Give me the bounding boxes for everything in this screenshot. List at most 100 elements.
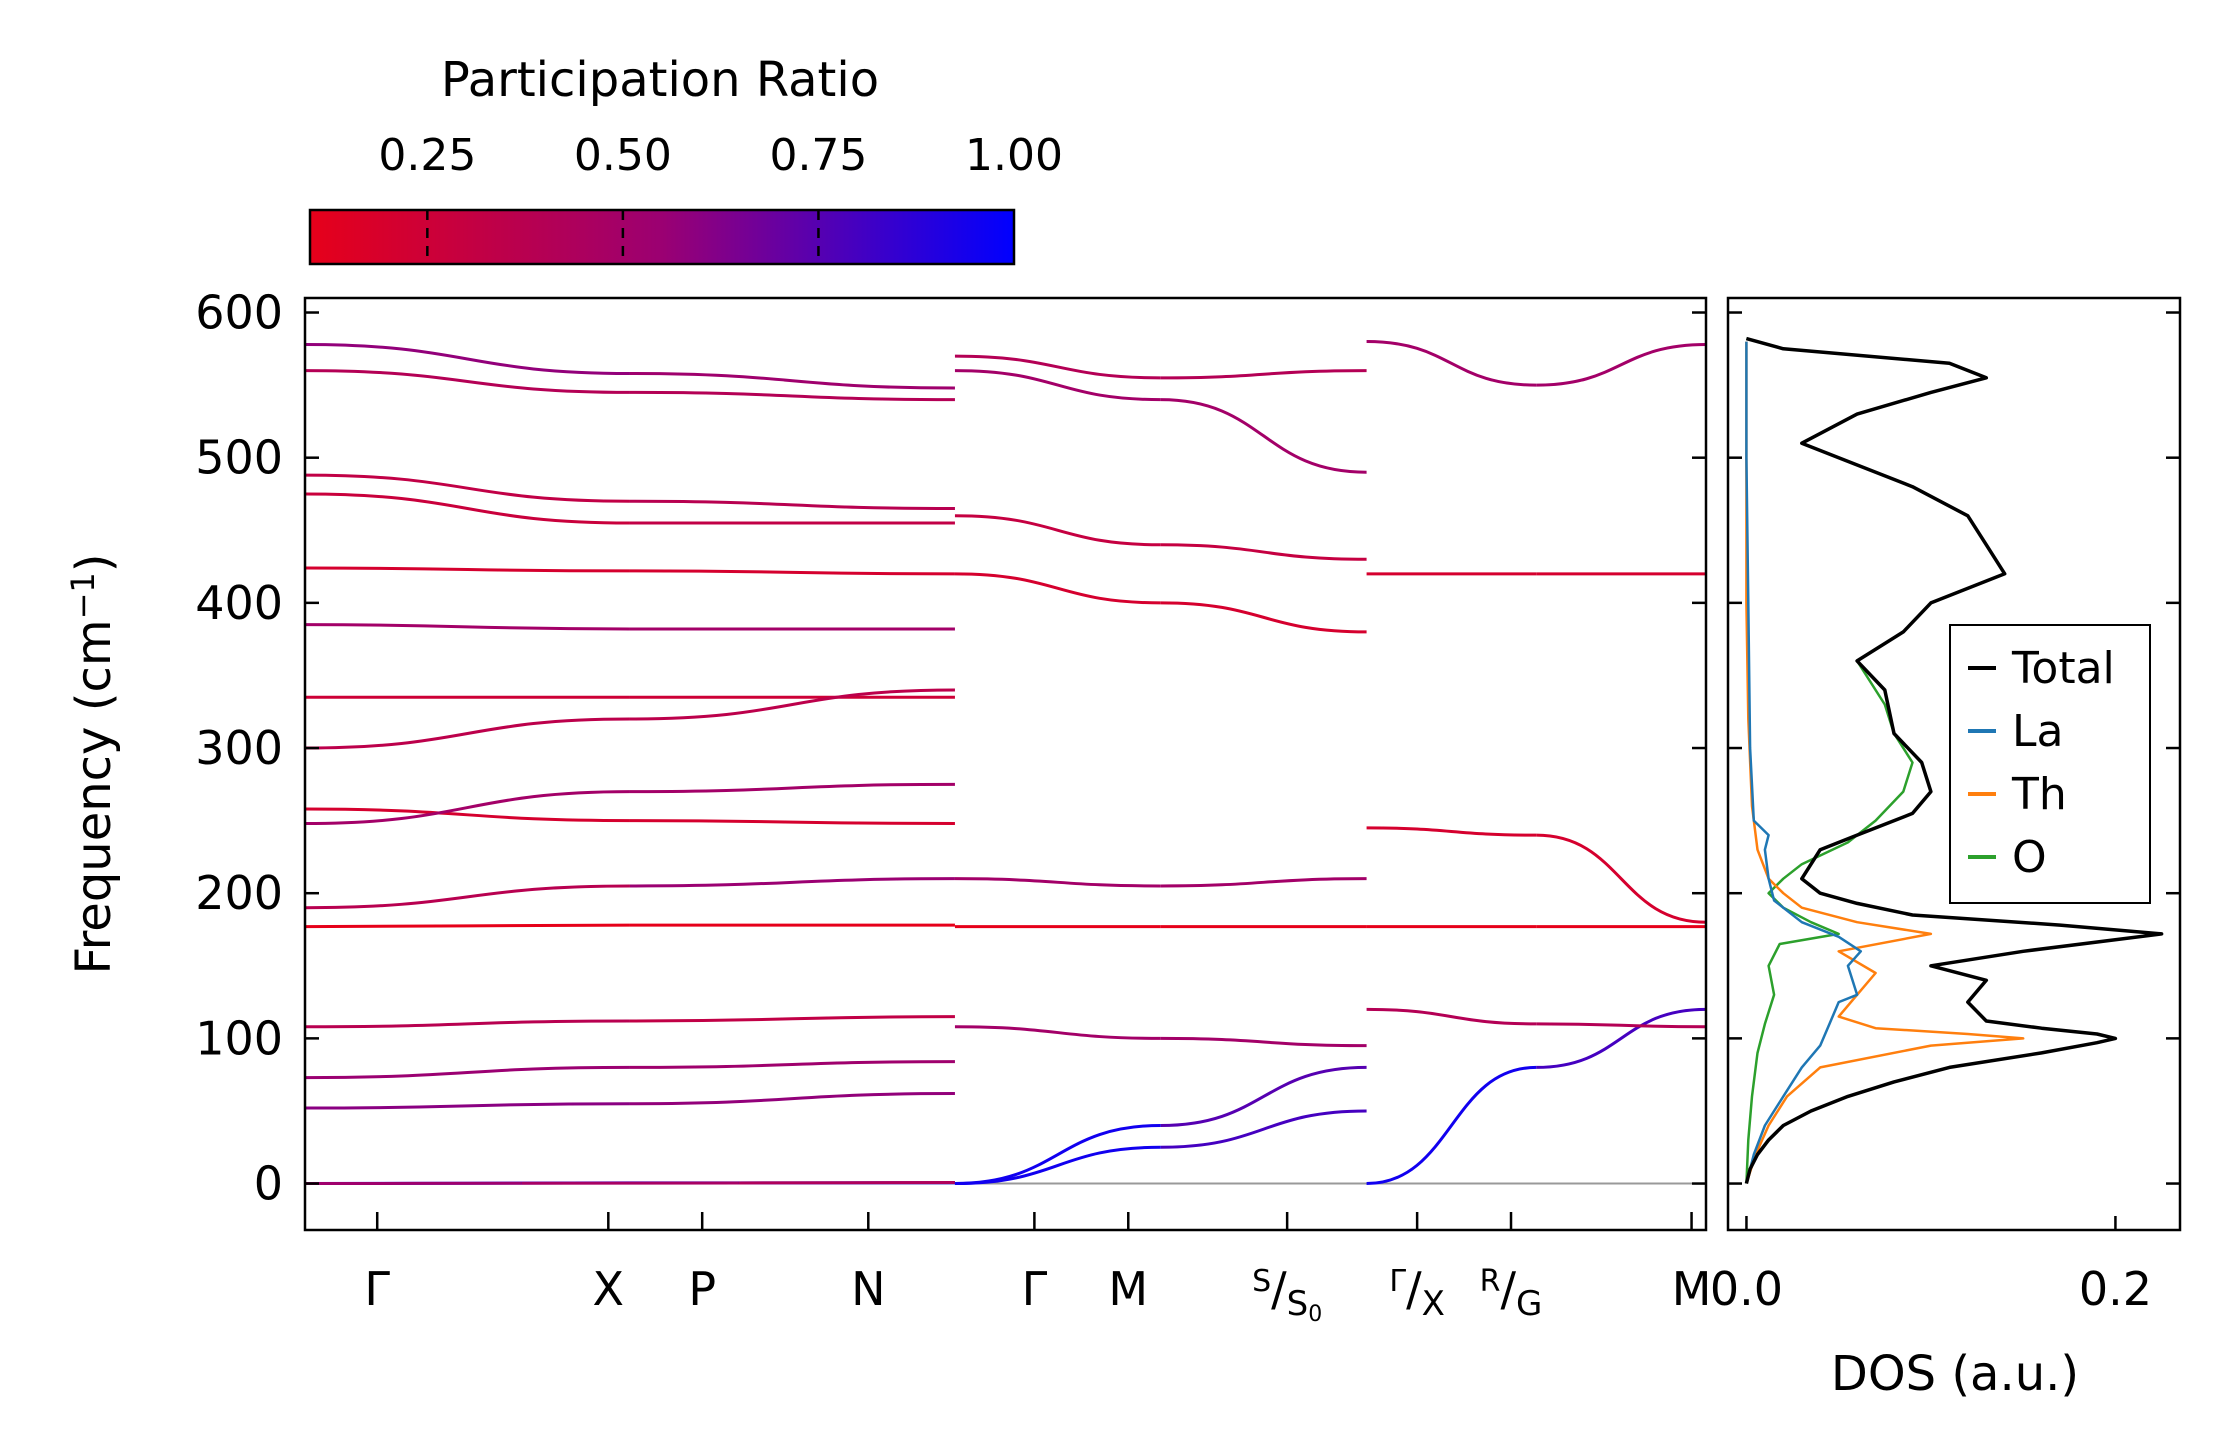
band-line — [629, 569, 955, 576]
band-line — [629, 499, 955, 510]
band-line — [305, 923, 630, 929]
y-tick-label: 500 — [195, 431, 283, 485]
band-line — [1160, 877, 1367, 888]
y-axis-title-end: ) — [66, 553, 122, 572]
band-line — [954, 877, 1161, 888]
legend-label: O — [2012, 832, 2047, 883]
dos-series-la — [1745, 341, 1863, 1184]
kpoint-label: P — [688, 1262, 716, 1316]
band-line — [1366, 1007, 1537, 1026]
band-line — [1160, 398, 1367, 474]
y-tick-label: 200 — [195, 866, 283, 920]
band-line — [629, 1092, 955, 1106]
dos-panel: 0.0 0.2 — [1710, 296, 2182, 1316]
legend-label: Total — [2011, 643, 2115, 694]
band-line — [954, 354, 1161, 380]
band-line — [629, 877, 955, 888]
band-line — [954, 369, 1161, 402]
legend-label: La — [2012, 706, 2063, 757]
legend-label: Th — [2011, 769, 2067, 820]
band-line — [305, 623, 630, 631]
kpoint-label: M — [1108, 1262, 1148, 1316]
dos-x-tick-label: 0.0 — [1710, 1262, 1783, 1316]
y-tick-label: 100 — [195, 1011, 283, 1065]
band-line — [305, 790, 630, 826]
band-line — [305, 717, 630, 750]
colorbar-ticks — [426, 210, 820, 264]
colorbar — [308, 208, 1016, 266]
band-line — [954, 1025, 1161, 1040]
band-line — [1160, 601, 1367, 634]
band-line — [1160, 369, 1367, 380]
y-tick-label: 300 — [195, 721, 283, 775]
y-axis-title-main: Frequency (cm — [66, 619, 122, 974]
band-line — [1366, 826, 1537, 837]
band-line — [305, 566, 630, 573]
band-line — [629, 1060, 955, 1069]
band-line — [1160, 1065, 1367, 1127]
colorbar-title: Participation Ratio — [441, 52, 879, 108]
colorbar-tick-label: 0.25 — [378, 130, 476, 181]
band-line — [305, 369, 630, 394]
dos-x-tick-label: 0.2 — [2079, 1262, 2152, 1316]
band-line — [629, 688, 955, 721]
band-line — [305, 342, 630, 375]
band-line — [1366, 1065, 1537, 1186]
y-tick-label: 400 — [195, 576, 283, 630]
band-line — [305, 1065, 630, 1080]
band-line — [305, 884, 630, 910]
kpoint-label: X — [593, 1262, 625, 1316]
band-line — [1160, 543, 1367, 561]
kpoint-label: M — [1672, 1262, 1712, 1316]
y-axis-title-sup: −1 — [64, 572, 102, 619]
kpoint-label: S/S0 — [1252, 1262, 1322, 1327]
kpoint-label: R/G — [1480, 1262, 1543, 1324]
band-line — [1536, 1022, 1706, 1029]
y-axis-title: Frequency (cm−1) — [64, 553, 122, 974]
dos-x-axis-title: DOS (a.u.) — [1831, 1346, 2079, 1402]
band-line — [1536, 833, 1706, 924]
kpoint-label: Γ — [1022, 1262, 1048, 1316]
band-line — [629, 782, 955, 794]
dos-legend: Total La Th O — [1949, 624, 2151, 904]
dos-series-th — [1745, 341, 2025, 1184]
band-line — [954, 572, 1161, 605]
band-line — [1160, 1036, 1367, 1048]
band-line — [305, 807, 630, 823]
colorbar-tick-labels: 0.25 0.50 0.75 1.00 — [378, 130, 1063, 181]
band-line — [1160, 1109, 1367, 1149]
band-line — [1536, 342, 1706, 387]
band-plot-frame — [303, 296, 1708, 1232]
dos-axis-ticks: 0.0 0.2 — [1710, 311, 2180, 1316]
dos-series-total — [1744, 336, 2164, 1184]
frequency-axis-ticks: 0 100 200 300 400 500 600 — [195, 286, 1706, 1211]
band-line — [629, 390, 955, 402]
kpoint-ticks — [375, 1212, 1693, 1230]
colorbar-tick-label: 0.75 — [769, 130, 867, 181]
band-line — [954, 1145, 1161, 1186]
band-line — [1536, 1007, 1706, 1069]
band-line — [954, 1123, 1161, 1186]
band-line — [738, 1180, 955, 1185]
band-line — [954, 514, 1161, 547]
band-line — [1366, 340, 1537, 387]
y-tick-label: 0 — [254, 1157, 283, 1211]
colorbar-tick-label: 0.50 — [574, 130, 672, 181]
band-structure-panel: 0 100 200 300 400 500 600 — [195, 286, 1708, 1232]
band-line — [305, 1019, 630, 1029]
colorbar-tick-label: 1.00 — [965, 130, 1063, 181]
kpoint-label: Γ — [364, 1262, 390, 1316]
band-line — [629, 1015, 955, 1023]
band-line — [305, 492, 630, 525]
band-line — [629, 371, 955, 390]
kpoint-label: Γ/X — [1389, 1262, 1445, 1324]
y-tick-label: 600 — [195, 286, 283, 340]
band-lines — [305, 340, 1706, 1186]
kpoint-label: N — [851, 1262, 885, 1316]
band-line — [629, 819, 955, 826]
dos-plot-frame — [1726, 296, 2182, 1232]
band-line — [305, 473, 630, 503]
dos-lines — [1744, 336, 2164, 1184]
band-line — [305, 1102, 630, 1110]
